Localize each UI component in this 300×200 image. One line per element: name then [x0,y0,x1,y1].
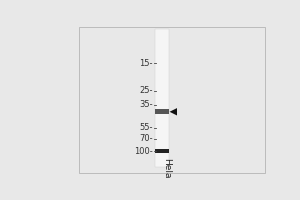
Text: 55-: 55- [139,123,153,132]
Text: 25-: 25- [139,86,153,95]
Text: 35-: 35- [139,100,153,109]
Text: Hela: Hela [162,158,171,178]
Bar [155,149,169,153]
Bar [79,27,266,173]
Polygon shape [169,108,177,115]
Text: 15-: 15- [139,59,153,68]
Bar [155,29,169,167]
Text: 100-: 100- [134,147,153,156]
Bar [155,109,169,114]
Text: 70-: 70- [139,134,153,143]
